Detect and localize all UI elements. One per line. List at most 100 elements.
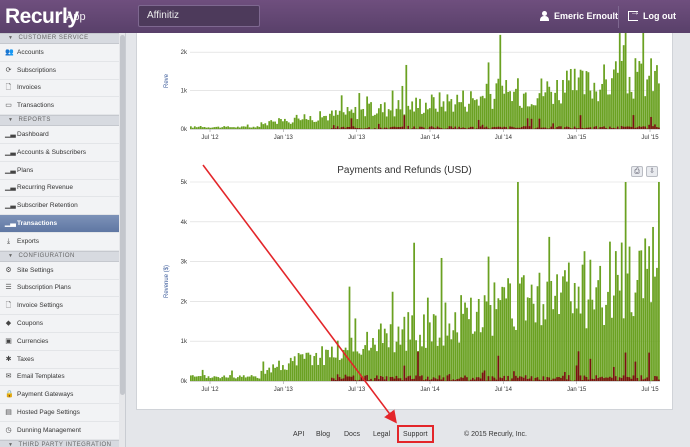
- payment-bar: [579, 69, 582, 129]
- footer-link-blog[interactable]: Blog: [316, 431, 331, 438]
- payment-bar: [338, 110, 341, 129]
- sidebar-item-dashboard[interactable]: ▁▃ Dashboard: [0, 126, 119, 144]
- payment-bar: [238, 375, 241, 381]
- payment-bar: [530, 104, 533, 129]
- export-chart-button[interactable]: ⇩: [646, 166, 658, 177]
- refund-bar: [581, 380, 584, 381]
- footer-link-legal[interactable]: Legal: [373, 431, 391, 438]
- payment-bar: [215, 126, 218, 129]
- footer-link-support[interactable]: Support: [403, 431, 428, 438]
- payment-bar: [585, 328, 588, 381]
- payment-bar: [260, 370, 263, 381]
- sidebar-item-subscriber-retention[interactable]: ▁▃ Subscriber Retention: [0, 197, 119, 216]
- payment-bar: [250, 375, 253, 381]
- payment-bar: [348, 286, 351, 381]
- payment-bar: [472, 333, 474, 381]
- payment-bar: [532, 303, 535, 381]
- sidebar-item-transactions[interactable]: ▁▃ Transactions: [0, 215, 119, 233]
- sidebar-section-header[interactable]: ▼ REPORTS: [0, 115, 119, 127]
- print-chart-button[interactable]: ⎙: [631, 166, 643, 177]
- sidebar-item-transactions[interactable]: ▭ Transactions: [0, 97, 119, 116]
- y-tick-label: 2k: [181, 299, 188, 305]
- payment-bar: [593, 82, 596, 129]
- refund-bar: [536, 127, 539, 129]
- refund-bar: [605, 127, 607, 129]
- refund-bar: [360, 376, 363, 381]
- sidebar-item-accounts[interactable]: 👥 Accounts: [0, 44, 119, 62]
- payment-bar: [417, 107, 419, 129]
- sidebar-item-invoice-settings[interactable]: 🗋 Invoice Settings: [0, 297, 119, 316]
- site-selector[interactable]: Affinitiz: [138, 5, 260, 27]
- payment-bar: [593, 309, 596, 381]
- footer-link-docs[interactable]: Docs: [344, 431, 360, 438]
- sidebar-item-currencies[interactable]: ▣ Currencies: [0, 333, 119, 351]
- refund-bar: [332, 125, 335, 129]
- footer-link-api[interactable]: API: [293, 431, 305, 438]
- refund-bar: [344, 128, 347, 129]
- refund-bar: [477, 119, 480, 129]
- payment-bar: [223, 375, 226, 381]
- sidebar-item-label: Site Settings: [17, 266, 54, 274]
- recurly-logo[interactable]: Recurly: [5, 5, 79, 28]
- refund-bar: [618, 377, 621, 381]
- payment-bar: [456, 332, 459, 381]
- sidebar-item-taxes[interactable]: ✱ Taxes: [0, 351, 119, 369]
- payment-bar: [193, 376, 196, 381]
- payment-bar: [458, 102, 461, 129]
- refund-bar: [620, 125, 623, 129]
- sidebar-item-subscription-plans[interactable]: ☰ Subscription Plans: [0, 280, 119, 298]
- payment-bar: [642, 298, 645, 381]
- payment-bar: [291, 361, 294, 381]
- refund-bar: [505, 127, 507, 129]
- sidebar-item-payment-gateways[interactable]: 🔒 Payment Gateways: [0, 386, 119, 405]
- payment-bar: [609, 94, 611, 129]
- sidebar-item-recurring-revenue[interactable]: ▁▃ Recurring Revenue: [0, 180, 119, 198]
- sidebar-section-header[interactable]: ▼ THIRD PARTY INTEGRATION: [0, 439, 119, 447]
- sidebar-item-plans[interactable]: ▁▃ Plans: [0, 162, 119, 180]
- refund-bar: [513, 127, 515, 129]
- top-navbar: Recurly App Affinitiz Emeric Ernoult Log…: [0, 0, 690, 33]
- sidebar-item-dunning-management[interactable]: ◷ Dunning Management: [0, 422, 119, 440]
- sidebar-item-site-settings[interactable]: ⚙ Site Settings: [0, 262, 119, 280]
- x-tick-label: Jan '13: [274, 387, 294, 393]
- payment-bar: [401, 329, 404, 381]
- sidebar-item-hosted-page-settings[interactable]: ▤ Hosted Page Settings: [0, 404, 119, 422]
- sidebar-scrollbar-thumb[interactable]: [120, 35, 125, 395]
- refund-bar: [464, 375, 466, 381]
- refund-bar: [395, 127, 398, 129]
- refund-bar: [591, 378, 594, 381]
- payment-bar: [242, 375, 245, 381]
- payment-bar: [544, 92, 547, 129]
- payment-bar: [332, 115, 335, 129]
- sidebar-item-coupons[interactable]: ◆ Coupons: [0, 315, 119, 333]
- refund-bar: [540, 380, 543, 381]
- sidebar-item-accounts-subscribers[interactable]: ▁▃ Accounts & Subscribers: [0, 144, 119, 162]
- payment-bar: [211, 377, 214, 381]
- payment-bar: [321, 346, 323, 381]
- refund-bar: [442, 377, 445, 381]
- sidebar-item-invoices[interactable]: 🗋 Invoices: [0, 80, 119, 98]
- logout-button[interactable]: Log out: [628, 7, 676, 21]
- payment-bar: [284, 369, 286, 381]
- refund-bar: [505, 380, 507, 381]
- refund-bar: [530, 118, 533, 129]
- payment-bar: [434, 315, 437, 381]
- refund-bar: [613, 127, 615, 129]
- payment-bar: [317, 364, 320, 381]
- payment-bar: [485, 83, 488, 129]
- sidebar-section-header[interactable]: ▼ CONFIGURATION: [0, 250, 119, 262]
- refund-bar: [501, 378, 504, 381]
- payment-bar: [464, 302, 466, 381]
- sidebar-item-subscriptions[interactable]: ⟳ Subscriptions: [0, 62, 119, 80]
- sidebar-item-exports[interactable]: ⤓ Exports: [0, 233, 119, 251]
- payment-bar: [358, 93, 361, 129]
- payment-bar: [436, 345, 439, 381]
- payment-bar: [295, 114, 298, 129]
- refund-bar: [364, 375, 366, 381]
- payment-bar: [309, 354, 312, 381]
- sidebar-item-label: Subscriber Retention: [17, 202, 78, 210]
- user-menu[interactable]: Emeric Ernoult: [540, 11, 618, 21]
- sidebar-section-header[interactable]: ▼ CUSTOMER SERVICE: [0, 33, 119, 44]
- sidebar-item-email-templates[interactable]: ✉ Email Templates: [0, 369, 119, 387]
- payment-bar: [430, 94, 433, 129]
